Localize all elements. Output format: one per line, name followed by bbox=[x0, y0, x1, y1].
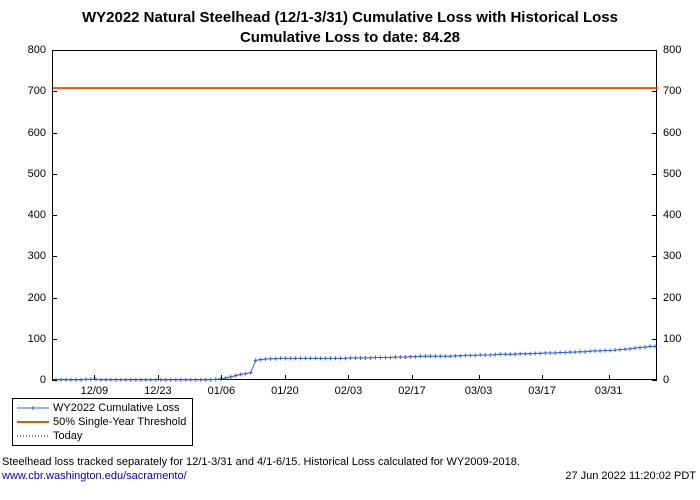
ytick-left: 500 bbox=[18, 168, 46, 180]
ytick-right: 800 bbox=[663, 44, 691, 56]
footer-note: Steelhead loss tracked separately for 12… bbox=[2, 456, 520, 468]
ytick-right: 500 bbox=[663, 168, 691, 180]
xtick: 03/31 bbox=[595, 385, 623, 397]
title-line-2: Cumulative Loss to date: 84.28 bbox=[0, 28, 700, 48]
xtick: 01/06 bbox=[208, 385, 236, 397]
ytick-left: 300 bbox=[18, 250, 46, 262]
plot-svg bbox=[53, 51, 658, 381]
xtick: 03/17 bbox=[528, 385, 556, 397]
legend: WY2022 Cumulative Loss 50% Single-Year Th… bbox=[12, 398, 193, 446]
legend-swatch bbox=[17, 416, 49, 428]
timestamp: 27 Jun 2022 11:20:02 PDT bbox=[565, 470, 696, 482]
chart-title: WY2022 Natural Steelhead (12/1-3/31) Cum… bbox=[0, 0, 700, 47]
xtick: 12/09 bbox=[81, 385, 109, 397]
legend-item: WY2022 Cumulative Loss bbox=[17, 401, 186, 415]
ytick-left: 100 bbox=[18, 333, 46, 345]
xtick: 02/03 bbox=[335, 385, 363, 397]
ytick-left: 200 bbox=[18, 292, 46, 304]
ytick-left: 800 bbox=[18, 44, 46, 56]
xtick: 03/03 bbox=[465, 385, 493, 397]
footer-link[interactable]: www.cbr.washington.edu/sacramento/ bbox=[2, 470, 187, 482]
plot-area bbox=[52, 50, 657, 380]
ytick-right: 300 bbox=[663, 250, 691, 262]
ytick-left: 0 bbox=[18, 374, 46, 386]
ytick-left: 600 bbox=[18, 127, 46, 139]
ytick-right: 100 bbox=[663, 333, 691, 345]
legend-item: Today bbox=[17, 429, 186, 443]
xtick: 12/23 bbox=[144, 385, 172, 397]
ytick-right: 400 bbox=[663, 209, 691, 221]
ytick-left: 700 bbox=[18, 85, 46, 97]
title-line-1: WY2022 Natural Steelhead (12/1-3/31) Cum… bbox=[0, 8, 700, 28]
legend-label: WY2022 Cumulative Loss bbox=[53, 402, 180, 414]
ytick-right: 200 bbox=[663, 292, 691, 304]
ytick-right: 0 bbox=[663, 374, 691, 386]
legend-swatch bbox=[17, 402, 49, 414]
legend-label: 50% Single-Year Threshold bbox=[53, 416, 186, 428]
ytick-right: 700 bbox=[663, 85, 691, 97]
xtick: 02/17 bbox=[398, 385, 426, 397]
ytick-left: 400 bbox=[18, 209, 46, 221]
legend-swatch bbox=[17, 430, 49, 442]
legend-label: Today bbox=[53, 430, 82, 442]
xtick: 01/20 bbox=[271, 385, 299, 397]
legend-item: 50% Single-Year Threshold bbox=[17, 415, 186, 429]
ytick-right: 600 bbox=[663, 127, 691, 139]
